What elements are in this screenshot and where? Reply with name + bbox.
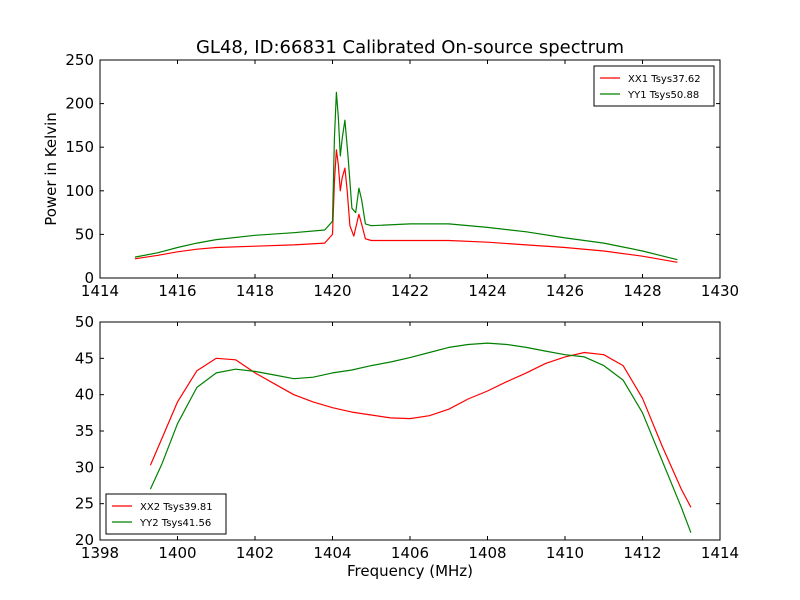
y-tick-label: 0 xyxy=(84,269,94,287)
series-line-1 xyxy=(149,351,692,508)
x-tick-label: 1406 xyxy=(391,544,429,562)
y-tick-label: 40 xyxy=(75,386,94,404)
top-panel: 1414 1416 1418 1420 1422 1424 1426 1428 1430 0 50 1… xyxy=(42,51,739,300)
legend-label-2: YY2 Tsys41.56 xyxy=(139,518,211,529)
x-tick-label: 1428 xyxy=(623,282,661,300)
y-tick-label: 20 xyxy=(75,531,94,549)
x-tick-label: 1418 xyxy=(236,282,274,300)
x-tick-label: 1410 xyxy=(546,544,584,562)
series-line-2 xyxy=(134,91,678,261)
legend-label-2: YY1 Tsys50.88 xyxy=(627,90,699,101)
y-tick-label: 35 xyxy=(75,422,94,440)
x-tick-label: 1414 xyxy=(701,544,739,562)
x-tick-label: 1420 xyxy=(313,282,351,300)
x-tick-label: 1416 xyxy=(158,282,196,300)
legend-box xyxy=(105,493,227,535)
x-tick-label: 1400 xyxy=(158,544,196,562)
legend-label-1: XX1 Tsys37.62 xyxy=(628,74,701,85)
x-tick-label: 1422 xyxy=(391,282,429,300)
y-tick-label: 250 xyxy=(65,51,94,69)
x-tick-label: 1414 xyxy=(81,282,119,300)
chart-title: GL48, ID:66831 Calibrated On-source spec… xyxy=(196,37,624,58)
x-tick-label: 1402 xyxy=(236,544,274,562)
y-tick-label: 100 xyxy=(65,182,94,200)
y-axis-label: Power in Kelvin xyxy=(42,112,60,226)
legend: XX2 Tsys39.81 YY2 Tsys41.56 xyxy=(105,493,227,535)
x-tick-label: 1408 xyxy=(468,544,506,562)
series-line-2 xyxy=(149,342,692,533)
x-tick-label: 1412 xyxy=(623,544,661,562)
series-line-1 xyxy=(134,149,678,263)
x-tick-label: 1424 xyxy=(468,282,506,300)
bottom-panel: 1398 1400 1402 1404 1406 1408 1410 1412 1414 20 25… xyxy=(75,313,739,580)
x-tick-label: 1404 xyxy=(313,544,351,562)
y-tick-label: 45 xyxy=(75,349,94,367)
y-tick-label: 25 xyxy=(75,495,94,513)
legend-box xyxy=(593,65,715,107)
x-axis-label: Frequency (MHz) xyxy=(347,562,473,580)
y-tick-label: 50 xyxy=(75,313,94,331)
x-tick-label: 1430 xyxy=(701,282,739,300)
legend-label-1: XX2 Tsys39.81 xyxy=(140,502,213,513)
x-tick-label: 1426 xyxy=(546,282,584,300)
y-tick-label: 200 xyxy=(65,95,94,113)
y-tick-label: 30 xyxy=(75,458,94,476)
x-tick-label: 1398 xyxy=(81,544,119,562)
legend: XX1 Tsys37.62 YY1 Tsys50.88 xyxy=(593,65,715,107)
y-tick-label: 150 xyxy=(65,138,94,156)
y-tick-label: 50 xyxy=(75,225,94,243)
